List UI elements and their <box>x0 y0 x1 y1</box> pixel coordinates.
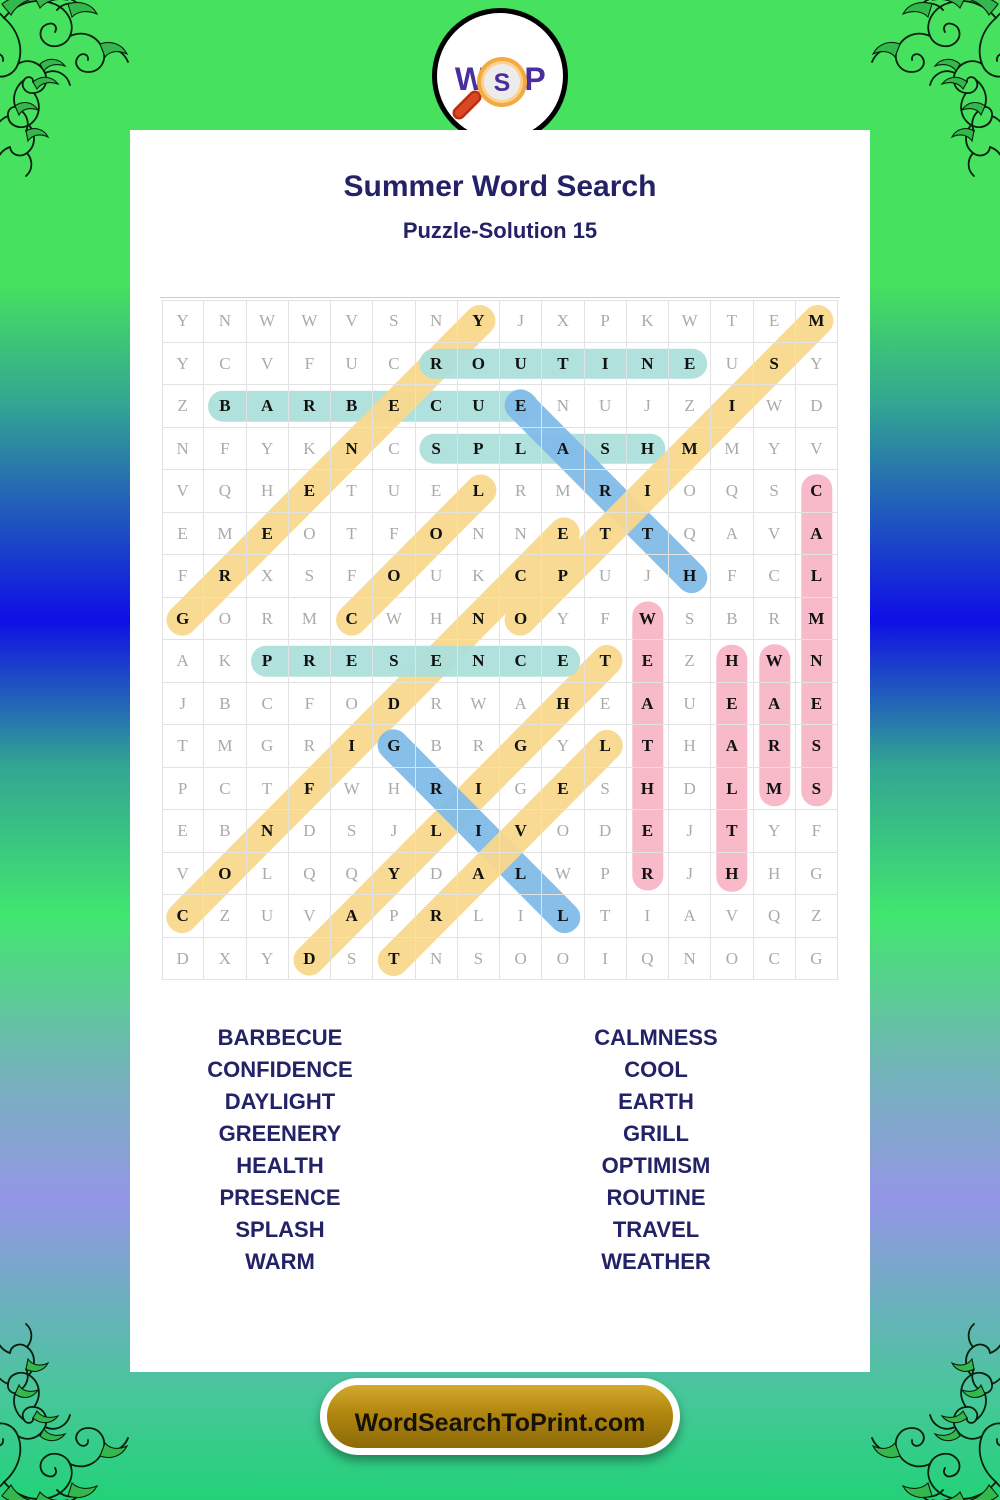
svg-text:P: P <box>524 61 545 97</box>
svg-text:S: S <box>494 69 511 97</box>
